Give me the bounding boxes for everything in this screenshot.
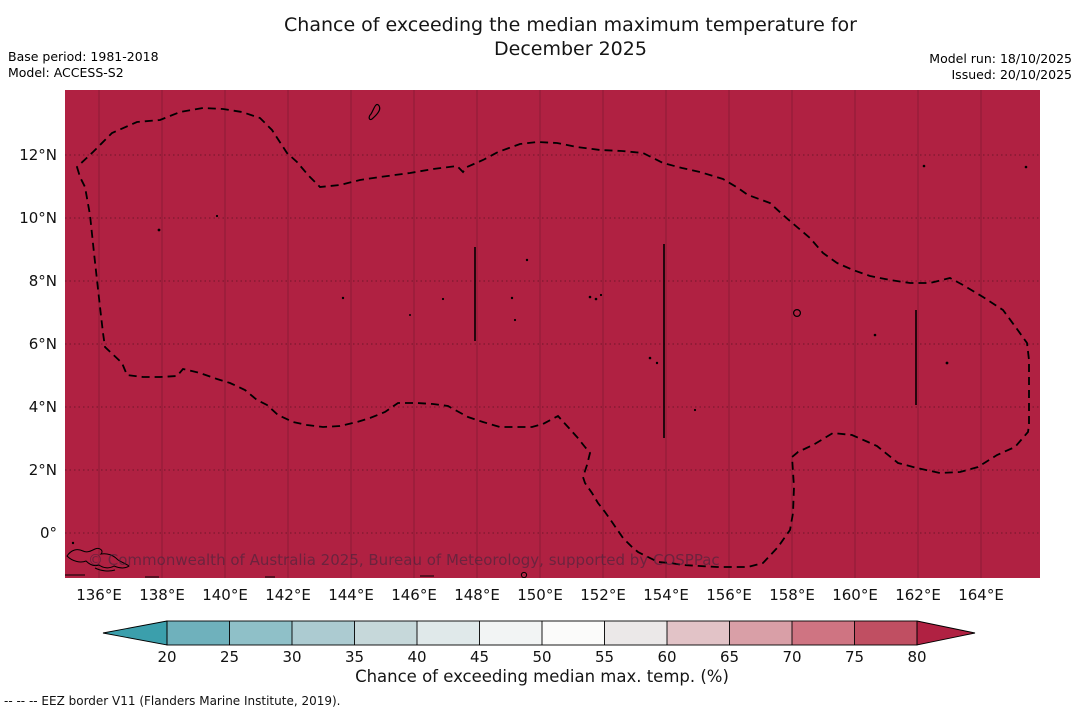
page-title: Chance of exceeding the median maximum t…: [93, 13, 1048, 61]
guam-outline: [369, 104, 379, 119]
colorbar-tick-label: 65: [712, 648, 748, 666]
forecast-map-page: Chance of exceeding the median maximum t…: [0, 0, 1085, 713]
colorbar-tick-label: 30: [274, 648, 310, 666]
x-tick-label: 144°E: [320, 586, 382, 604]
model-run-text: Model run: 18/10/2025: [929, 51, 1072, 67]
island-marks: [72, 104, 1028, 544]
atoll-ring: [794, 310, 801, 317]
colorbar-segment: [480, 621, 543, 645]
y-tick-label: 4°N: [0, 398, 57, 416]
x-tick-label: 156°E: [698, 586, 760, 604]
y-tick-label: 10°N: [0, 209, 57, 227]
colorbar-segment: [855, 621, 918, 645]
x-tick-label: 142°E: [257, 586, 319, 604]
colorbar-right-arrow: [917, 621, 975, 645]
copyright-watermark: © Commonwealth of Australia 2025, Bureau…: [88, 551, 720, 569]
y-tick-label: 8°N: [0, 272, 57, 290]
meta-right: Model run: 18/10/2025 Issued: 20/10/2025: [929, 51, 1072, 82]
eez-internal-boundaries: [475, 244, 916, 438]
x-tick-label: 146°E: [383, 586, 445, 604]
colorbar-segment: [417, 621, 480, 645]
colorbar-tick-label: 60: [649, 648, 685, 666]
colorbar-tick-label: 75: [837, 648, 873, 666]
colorbar-segment: [542, 621, 605, 645]
colorbar-tick-label: 35: [337, 648, 373, 666]
x-tick-label: 162°E: [887, 586, 949, 604]
meta-left: Base period: 1981-2018 Model: ACCESS-S2: [8, 49, 159, 80]
colorbar-tick-label: 25: [212, 648, 248, 666]
y-tick-label: 12°N: [0, 146, 57, 164]
colorbar-segment: [730, 621, 793, 645]
colorbar-tick-label: 50: [524, 648, 560, 666]
x-tick-label: 158°E: [761, 586, 823, 604]
y-tick-label: 2°N: [0, 461, 57, 479]
meridian-gridlines: [99, 90, 981, 578]
colorbar-segment: [167, 621, 230, 645]
parallel-gridlines: [65, 155, 1040, 533]
colorbar-tick-label: 20: [149, 648, 185, 666]
colorbar-segment: [667, 621, 730, 645]
colorbar-tick-label: 55: [587, 648, 623, 666]
x-tick-label: 138°E: [131, 586, 193, 604]
x-tick-label: 154°E: [635, 586, 697, 604]
colorbar-segment: [605, 621, 668, 645]
model-text: Model: ACCESS-S2: [8, 65, 159, 81]
x-tick-label: 140°E: [194, 586, 256, 604]
colorbar-tick-label: 40: [399, 648, 435, 666]
colorbar-left-arrow: [103, 621, 167, 645]
colorbar-segment: [292, 621, 355, 645]
base-period-text: Base period: 1981-2018: [8, 49, 159, 65]
map-graphics: [65, 90, 1040, 578]
x-tick-label: 148°E: [446, 586, 508, 604]
x-tick-label: 152°E: [572, 586, 634, 604]
eez-footnote: -- -- -- EEZ border V11 (Flanders Marine…: [4, 694, 341, 708]
x-tick-label: 136°E: [68, 586, 130, 604]
colorbar-segment: [230, 621, 293, 645]
y-tick-label: 6°N: [0, 335, 57, 353]
y-tick-label: 0°: [0, 524, 57, 542]
colorbar-tick-label: 70: [774, 648, 810, 666]
colorbar-segment: [792, 621, 855, 645]
colorbar-tick-label: 45: [462, 648, 498, 666]
page-title-line1: Chance of exceeding the median maximum t…: [93, 13, 1048, 37]
x-tick-label: 150°E: [509, 586, 571, 604]
colorbar-tick-label: 80: [899, 648, 935, 666]
colorbar-label: Chance of exceeding median max. temp. (%…: [102, 667, 982, 686]
x-tick-label: 160°E: [824, 586, 886, 604]
colorbar: [100, 620, 980, 650]
issued-text: Issued: 20/10/2025: [929, 67, 1072, 83]
colorbar-segment: [355, 621, 418, 645]
map-canvas: © Commonwealth of Australia 2025, Bureau…: [65, 90, 1040, 578]
x-tick-label: 164°E: [950, 586, 1012, 604]
page-title-line2: December 2025: [93, 37, 1048, 61]
eez-border-path: [77, 108, 1029, 567]
